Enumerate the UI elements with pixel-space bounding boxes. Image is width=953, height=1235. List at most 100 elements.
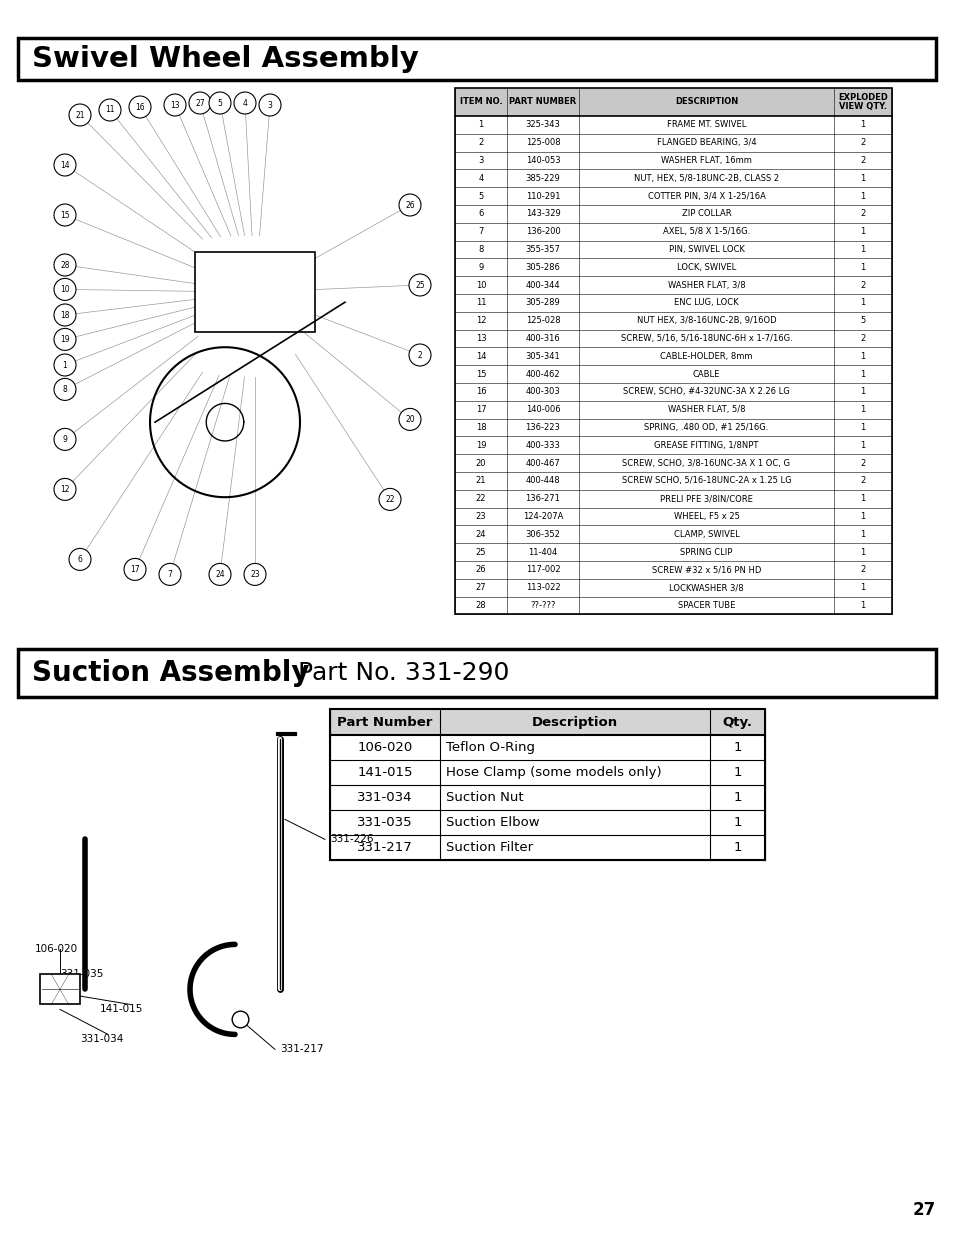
- Text: 22: 22: [385, 495, 395, 504]
- Text: Part Number: Part Number: [337, 716, 433, 729]
- Text: 26: 26: [405, 200, 415, 210]
- Bar: [330, 709, 764, 735]
- Text: WHEEL, F5 x 25: WHEEL, F5 x 25: [673, 513, 739, 521]
- Text: SPRING CLIP: SPRING CLIP: [679, 547, 732, 557]
- Bar: [330, 835, 764, 861]
- Bar: [455, 116, 891, 133]
- Bar: [455, 205, 891, 222]
- Circle shape: [209, 91, 231, 114]
- Text: Description: Description: [532, 716, 618, 729]
- Text: 28: 28: [476, 601, 486, 610]
- Text: Teflon O-Ring: Teflon O-Ring: [446, 741, 535, 755]
- Bar: [455, 222, 891, 241]
- Text: 331-035: 331-035: [60, 969, 103, 979]
- Circle shape: [54, 278, 76, 300]
- Circle shape: [409, 274, 431, 296]
- Text: 136-223: 136-223: [525, 424, 559, 432]
- Text: NUT, HEX, 5/8-18UNC-2B, CLASS 2: NUT, HEX, 5/8-18UNC-2B, CLASS 2: [634, 174, 779, 183]
- Text: AXEL, 5/8 X 1-5/16G.: AXEL, 5/8 X 1-5/16G.: [662, 227, 749, 236]
- Text: GREASE FITTING, 1/8NPT: GREASE FITTING, 1/8NPT: [654, 441, 758, 450]
- Text: 12: 12: [476, 316, 486, 325]
- Text: 400-467: 400-467: [525, 458, 559, 468]
- Text: 125-008: 125-008: [525, 138, 559, 147]
- Text: 14: 14: [60, 161, 70, 169]
- Text: 1: 1: [733, 841, 741, 855]
- Bar: [455, 258, 891, 277]
- Bar: [330, 709, 764, 861]
- Text: Qty.: Qty.: [721, 716, 752, 729]
- Circle shape: [378, 488, 400, 510]
- Text: 106-020: 106-020: [357, 741, 413, 755]
- Text: 1: 1: [860, 494, 864, 503]
- Text: 1: 1: [860, 174, 864, 183]
- Text: 14: 14: [476, 352, 486, 361]
- Text: 5: 5: [860, 316, 864, 325]
- Bar: [455, 88, 891, 116]
- Bar: [455, 169, 891, 188]
- Text: 26: 26: [476, 566, 486, 574]
- Text: 143-329: 143-329: [525, 210, 559, 219]
- Text: 19: 19: [476, 441, 486, 450]
- Text: 1: 1: [733, 767, 741, 779]
- Text: ITEM NO.: ITEM NO.: [459, 98, 502, 106]
- Text: SPRING, .480 OD, #1 25/16G.: SPRING, .480 OD, #1 25/16G.: [643, 424, 768, 432]
- Text: 400-344: 400-344: [525, 280, 559, 289]
- Bar: [455, 543, 891, 561]
- Bar: [455, 366, 891, 383]
- Text: FRAME MT. SWIVEL: FRAME MT. SWIVEL: [666, 120, 745, 130]
- Text: 12: 12: [60, 485, 70, 494]
- Text: 6: 6: [77, 555, 82, 564]
- Text: Part No. 331-290: Part No. 331-290: [290, 662, 509, 685]
- Text: 20: 20: [405, 415, 415, 424]
- Text: 1: 1: [860, 530, 864, 538]
- Text: 9: 9: [477, 263, 483, 272]
- Text: 325-343: 325-343: [525, 120, 559, 130]
- Text: PRELI PFE 3/8IN/CORE: PRELI PFE 3/8IN/CORE: [659, 494, 752, 503]
- Text: Suction Filter: Suction Filter: [446, 841, 533, 855]
- Text: 1: 1: [860, 299, 864, 308]
- Text: 1: 1: [733, 816, 741, 830]
- Bar: [455, 525, 891, 543]
- Text: WASHER FLAT, 5/8: WASHER FLAT, 5/8: [667, 405, 744, 414]
- Bar: [194, 252, 314, 332]
- Text: FLANGED BEARING, 3/4: FLANGED BEARING, 3/4: [656, 138, 756, 147]
- Text: 22: 22: [476, 494, 486, 503]
- Text: 331-226: 331-226: [330, 835, 374, 845]
- Text: 11: 11: [476, 299, 486, 308]
- Bar: [455, 347, 891, 366]
- Text: 1: 1: [733, 741, 741, 755]
- Text: CABLE-HOLDER, 8mm: CABLE-HOLDER, 8mm: [659, 352, 752, 361]
- Text: 2: 2: [860, 210, 864, 219]
- Circle shape: [54, 204, 76, 226]
- Text: 21: 21: [75, 110, 85, 120]
- Text: 1: 1: [63, 361, 68, 369]
- Text: SCREW SCHO, 5/16-18UNC-2A x 1.25 LG: SCREW SCHO, 5/16-18UNC-2A x 1.25 LG: [621, 477, 790, 485]
- Text: 6: 6: [477, 210, 483, 219]
- Text: 27: 27: [476, 583, 486, 593]
- Bar: [455, 490, 891, 508]
- Text: 400-462: 400-462: [525, 369, 559, 379]
- Text: SCREW, SCHO, 3/8-16UNC-3A X 1 OC, G: SCREW, SCHO, 3/8-16UNC-3A X 1 OC, G: [622, 458, 790, 468]
- Text: 17: 17: [130, 564, 140, 574]
- Text: 400-316: 400-316: [525, 333, 559, 343]
- Text: Suction Assembly: Suction Assembly: [32, 659, 309, 688]
- Text: 23: 23: [476, 513, 486, 521]
- Circle shape: [69, 548, 91, 571]
- Text: 331-034: 331-034: [80, 1035, 123, 1045]
- Text: COTTER PIN, 3/4 X 1-25/16A: COTTER PIN, 3/4 X 1-25/16A: [647, 191, 764, 200]
- Circle shape: [54, 378, 76, 400]
- Bar: [330, 735, 764, 761]
- Text: 1: 1: [860, 405, 864, 414]
- Circle shape: [209, 563, 231, 585]
- Bar: [455, 277, 891, 294]
- Bar: [455, 311, 891, 330]
- Bar: [23, 85, 439, 620]
- Text: 18: 18: [60, 310, 70, 320]
- Text: 11-404: 11-404: [528, 547, 558, 557]
- Text: 15: 15: [60, 210, 70, 220]
- Text: PIN, SWIVEL LOCK: PIN, SWIVEL LOCK: [668, 245, 743, 254]
- Text: 27: 27: [911, 1200, 935, 1219]
- Text: 331-217: 331-217: [280, 1045, 323, 1055]
- Text: 106-020: 106-020: [35, 945, 78, 955]
- Text: 1: 1: [860, 583, 864, 593]
